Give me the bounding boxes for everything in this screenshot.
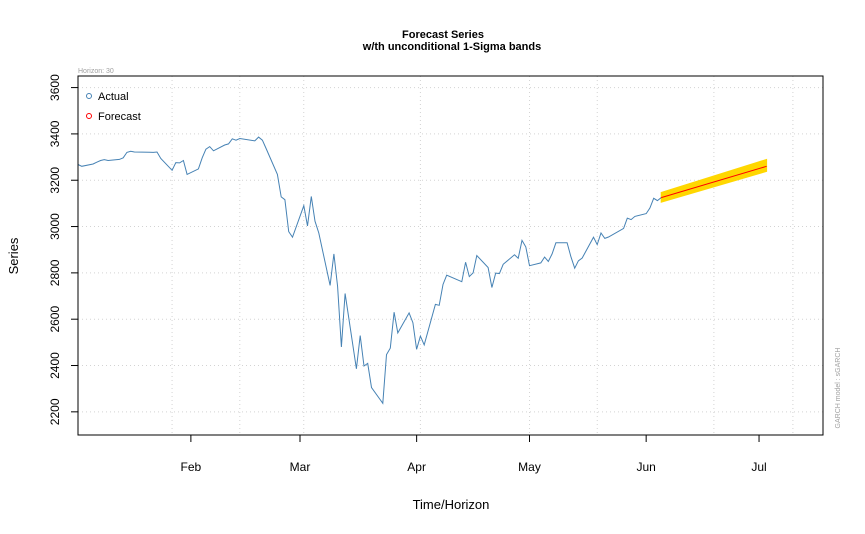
y-tick-label: 2200 xyxy=(48,398,62,425)
y-tick-label: 3000 xyxy=(48,213,62,240)
x-tick-label: Feb xyxy=(181,460,202,474)
y-axis-title: Series xyxy=(6,237,21,274)
x-tick-label: Mar xyxy=(290,460,311,474)
legend-forecast-label: Forecast xyxy=(98,111,141,123)
y-tick-label: 2600 xyxy=(48,306,62,333)
grid-layer xyxy=(78,76,823,435)
model-side-note: GARCH model : sGARCH xyxy=(835,348,842,429)
x-tick-label: Jun xyxy=(636,460,655,474)
legend-actual-label: Actual xyxy=(98,91,129,103)
y-tick-label: 3400 xyxy=(48,120,62,147)
x-axis-title: Time/Horizon xyxy=(413,497,490,512)
y-tick-label: 2800 xyxy=(48,259,62,286)
y-tick-label: 3600 xyxy=(48,74,62,101)
x-tick-label: Jul xyxy=(751,460,766,474)
legend-forecast-marker xyxy=(86,113,92,119)
legend-actual-marker xyxy=(86,93,92,99)
x-tick-label: Apr xyxy=(407,460,426,474)
x-tick-label: May xyxy=(518,460,541,474)
actual-series-line xyxy=(77,136,662,405)
sigma-band-layer xyxy=(660,158,768,203)
chart-subtitle: w/th unconditional 1-Sigma bands xyxy=(362,41,541,53)
x-axis: Feb Mar Apr May Jun Jul xyxy=(181,435,767,474)
horizon-note: Horizon: 30 xyxy=(78,68,114,75)
y-axis: 2200 2400 2600 2800 3000 3200 3400 3600 xyxy=(48,74,78,425)
legend: Actual Forecast xyxy=(86,91,141,123)
forecast-series-line xyxy=(661,165,767,199)
plot-frame xyxy=(77,75,824,436)
chart-title: Forecast Series xyxy=(402,29,484,41)
y-tick-label: 3200 xyxy=(48,167,62,194)
sigma-band xyxy=(660,158,768,203)
series-layer xyxy=(77,136,767,405)
y-tick-label: 2400 xyxy=(48,352,62,379)
